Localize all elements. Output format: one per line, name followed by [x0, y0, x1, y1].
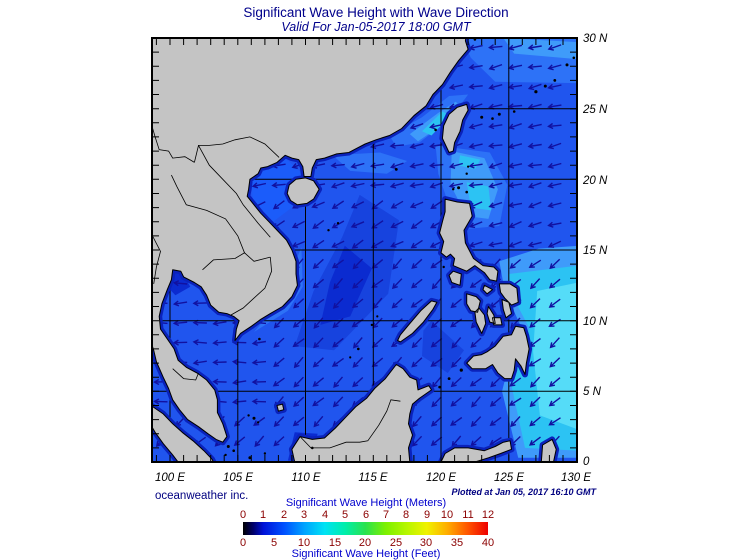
lat-label: 25 N — [582, 104, 608, 116]
legend-feet-tick: 5 — [271, 537, 277, 549]
lon-label: 120 E — [426, 472, 456, 484]
legend-meter-tick: 4 — [322, 509, 328, 521]
legend-meter-tick: 1 — [260, 509, 266, 521]
axis-ticks — [153, 39, 576, 461]
credit-text: oceanweather inc. — [155, 490, 248, 502]
legend-meter-tick: 2 — [281, 509, 287, 521]
lon-label: 110 E — [291, 472, 321, 484]
legend-meter-tick: 12 — [482, 509, 494, 521]
lat-label: 20 N — [582, 175, 608, 187]
legend-meter-tick: 10 — [441, 509, 453, 521]
legend-meter-tick: 5 — [342, 509, 348, 521]
legend-feet-tick: 35 — [451, 537, 463, 549]
map-border — [151, 37, 578, 463]
legend-feet-tick: 25 — [390, 537, 402, 549]
plotted-at-text: Plotted at Jan 05, 2017 16:10 GMT — [451, 487, 597, 497]
lat-label: 5 N — [583, 386, 602, 398]
lat-label: 0 — [583, 456, 590, 468]
legend-meter-tick: 0 — [240, 509, 246, 521]
lon-label: 105 E — [223, 472, 253, 484]
lat-label: 10 N — [583, 316, 608, 328]
lon-label: 115 E — [358, 472, 388, 484]
lat-label: 30 N — [583, 33, 608, 45]
legend-feet-tick: 10 — [298, 537, 310, 549]
land-layer — [152, 38, 576, 462]
legend-meter-tick: 8 — [403, 509, 409, 521]
legend-feet-tick: 40 — [482, 537, 494, 549]
legend-meter-tick: 3 — [301, 509, 307, 521]
legend-feet-tick: 20 — [359, 537, 371, 549]
legend-colorbar — [243, 522, 488, 535]
page-title: Significant Wave Height with Wave Direct… — [243, 5, 508, 20]
legend-feet-tick: 15 — [329, 537, 341, 549]
page-subtitle: Valid For Jan-05-2017 18:00 GMT — [281, 20, 472, 34]
legend-meter-tick: 6 — [363, 509, 369, 521]
lon-label: 125 E — [494, 472, 524, 484]
legend-meter-tick: 11 — [462, 509, 473, 521]
legend-feet-tick: 0 — [240, 537, 246, 549]
lon-label: 100 E — [155, 472, 185, 484]
lat-label: 15 N — [583, 245, 608, 257]
legend-meter-tick: 7 — [383, 509, 389, 521]
legend-title-meters: Significant Wave Height (Meters) — [286, 497, 446, 509]
legend-feet-tick: 30 — [420, 537, 432, 549]
lon-label: 130 E — [561, 472, 591, 484]
legend-meter-tick: 9 — [424, 509, 430, 521]
legend-title-feet: Significant Wave Height (Feet) — [292, 548, 441, 560]
